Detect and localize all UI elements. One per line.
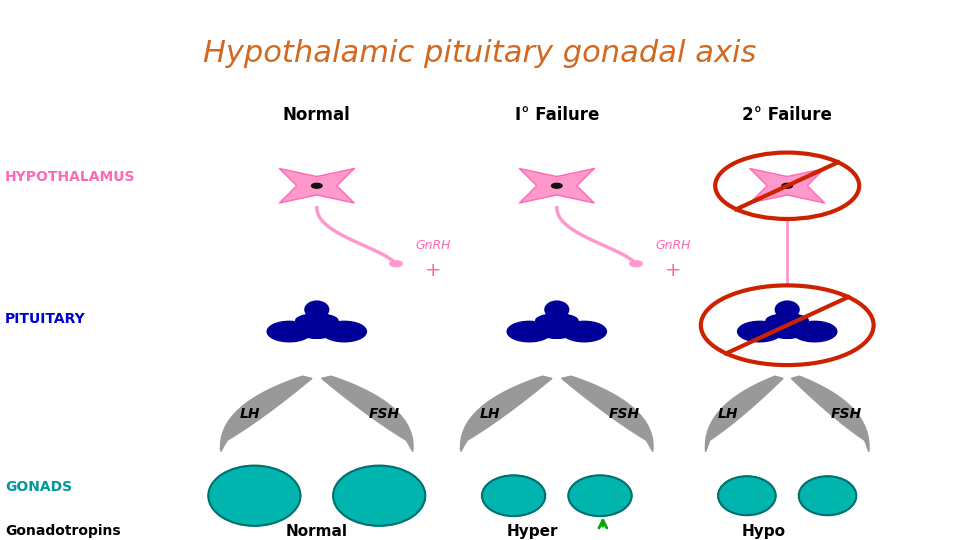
Text: PITUITARY: PITUITARY (5, 312, 85, 326)
Text: LH: LH (479, 407, 500, 421)
Text: 2° Failure: 2° Failure (742, 106, 832, 124)
Polygon shape (461, 376, 552, 451)
Text: GnRH: GnRH (416, 239, 450, 253)
Circle shape (323, 321, 367, 342)
Polygon shape (750, 168, 825, 203)
Polygon shape (791, 376, 869, 451)
Text: GnRH: GnRH (655, 239, 690, 253)
Text: I° Failure: I° Failure (515, 106, 599, 124)
Circle shape (737, 321, 782, 342)
Circle shape (507, 321, 552, 342)
Ellipse shape (568, 475, 632, 516)
Text: FSH: FSH (831, 407, 862, 421)
Text: Hyper: Hyper (507, 524, 559, 538)
Text: HYPOTHALAMUS: HYPOTHALAMUS (5, 170, 135, 184)
Polygon shape (706, 376, 783, 451)
Ellipse shape (766, 314, 808, 327)
Text: Normal: Normal (283, 106, 350, 124)
Circle shape (297, 320, 337, 339)
Circle shape (390, 261, 402, 267)
Circle shape (781, 183, 792, 188)
Text: FSH: FSH (369, 407, 399, 421)
Polygon shape (519, 168, 594, 203)
Circle shape (267, 321, 311, 342)
Ellipse shape (799, 476, 856, 515)
Ellipse shape (296, 314, 338, 327)
Text: LH: LH (717, 407, 738, 421)
Text: FSH: FSH (609, 407, 639, 421)
Circle shape (767, 320, 807, 339)
Polygon shape (562, 376, 653, 451)
Circle shape (551, 183, 562, 188)
Text: LH: LH (239, 407, 260, 421)
Text: Gonadotropins: Gonadotropins (5, 524, 120, 538)
Circle shape (792, 321, 837, 342)
Ellipse shape (305, 301, 328, 318)
Polygon shape (322, 376, 413, 451)
Ellipse shape (536, 314, 578, 327)
Polygon shape (279, 168, 354, 203)
Circle shape (311, 183, 322, 188)
Circle shape (630, 261, 642, 267)
Text: Normal: Normal (286, 524, 348, 538)
Ellipse shape (776, 301, 799, 318)
Text: Hypothalamic pituitary gonadal axis: Hypothalamic pituitary gonadal axis (204, 39, 756, 68)
Ellipse shape (333, 465, 425, 526)
Ellipse shape (545, 301, 568, 318)
Text: GONADS: GONADS (5, 480, 72, 494)
Text: +: + (664, 261, 682, 280)
Ellipse shape (208, 465, 300, 526)
Circle shape (537, 320, 577, 339)
Ellipse shape (482, 475, 545, 516)
Text: Hypo: Hypo (741, 524, 785, 538)
Polygon shape (221, 376, 312, 451)
Text: +: + (425, 261, 442, 280)
Circle shape (562, 321, 607, 342)
Ellipse shape (718, 476, 776, 515)
